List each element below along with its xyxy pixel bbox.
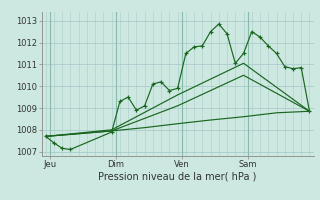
X-axis label: Pression niveau de la mer( hPa ): Pression niveau de la mer( hPa ) [99, 172, 257, 182]
